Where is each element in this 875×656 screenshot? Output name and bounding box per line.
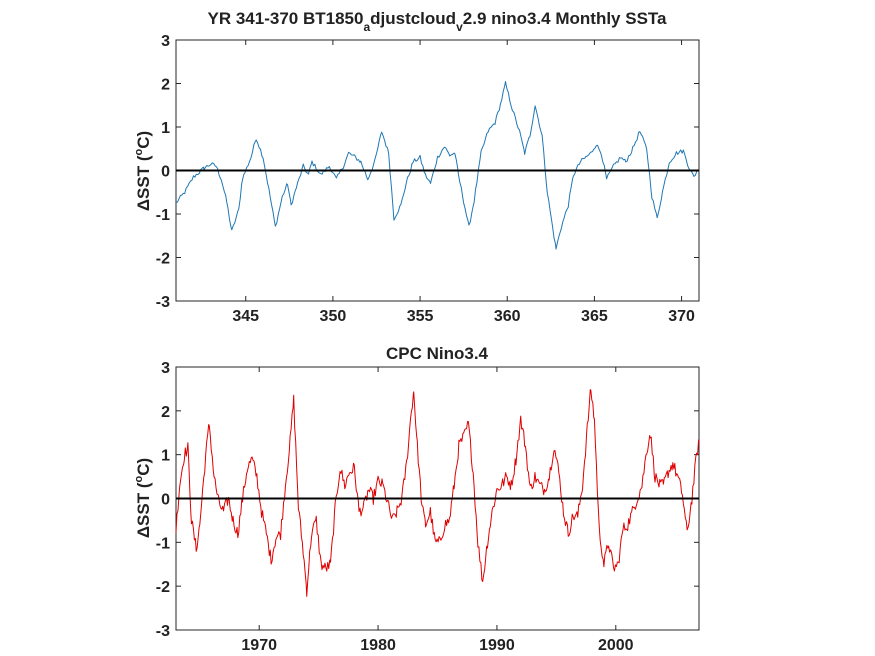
y-axis-label: ΔSST (oC) — [133, 131, 153, 211]
x-tick-label: 345 — [232, 308, 259, 325]
y-tick-labels: 3 2 1 0 -1 -2 -3 — [156, 360, 170, 640]
plot-area — [175, 39, 700, 302]
y-tick-label: 0 — [161, 164, 170, 181]
x-tick-labels: 345 350 355 360 365 370 — [232, 308, 695, 325]
chart-title: CPC Nino3.4 — [386, 344, 489, 363]
y-tick-label: -2 — [156, 251, 170, 268]
y-tick-label: -1 — [156, 535, 170, 552]
series-line — [175, 389, 700, 597]
x-tick-label: 1970 — [241, 637, 277, 654]
x-tick-label: 360 — [494, 308, 521, 325]
y-tick-label: 1 — [161, 120, 170, 137]
x-tick-label: 1990 — [479, 637, 515, 654]
y-tick-label: 1 — [161, 448, 170, 465]
plot-area — [175, 366, 700, 631]
y-tick-label: -3 — [156, 623, 170, 640]
series-line — [175, 81, 698, 250]
x-tick-labels: 1970 1980 1990 2000 — [241, 637, 633, 654]
y-tick-label: 0 — [161, 492, 170, 509]
y-tick-label: -1 — [156, 207, 170, 224]
top-chart: YR 341-370 BT1850adjustcloudv2.9 nino3.4… — [133, 9, 700, 325]
x-tick-label: 2000 — [598, 637, 634, 654]
x-tick-label: 1980 — [360, 637, 396, 654]
y-tick-label: 2 — [161, 77, 170, 94]
chart-title: YR 341-370 BT1850adjustcloudv2.9 nino3.4… — [208, 9, 668, 34]
y-axis-label: ΔSST (oC) — [133, 458, 153, 538]
y-tick-label: 2 — [161, 404, 170, 421]
x-tick-label: 365 — [581, 308, 608, 325]
y-tick-label: 3 — [161, 360, 170, 377]
y-tick-label: -3 — [156, 294, 170, 311]
y-tick-labels: 3 2 1 0 -1 -2 -3 — [156, 33, 170, 311]
y-tick-label: 3 — [161, 33, 170, 50]
x-tick-label: 370 — [668, 308, 695, 325]
x-tick-label: 350 — [320, 308, 347, 325]
y-tick-label: -2 — [156, 579, 170, 596]
x-tick-label: 355 — [407, 308, 434, 325]
